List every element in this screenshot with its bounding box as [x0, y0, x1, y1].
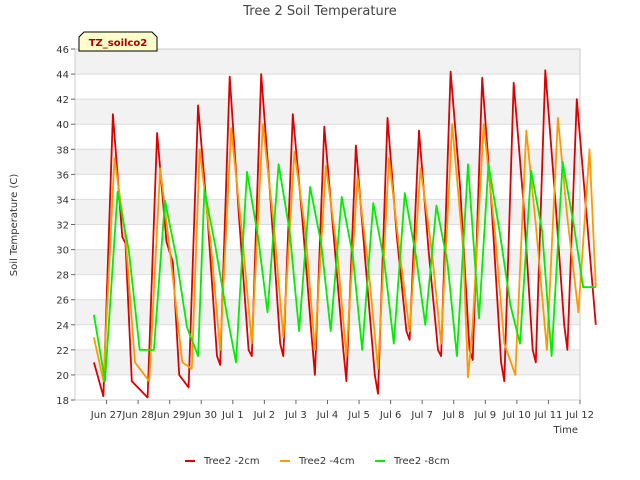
x-tick-label: Jul 3	[284, 410, 307, 421]
y-tick-label: 34	[56, 195, 69, 206]
y-tick-label: 26	[56, 296, 69, 307]
annotation-box: TZ_soilco2	[78, 31, 158, 52]
y-tick-label: 36	[56, 170, 69, 181]
y-tick-label: 20	[56, 371, 69, 382]
series-line	[93, 69, 597, 399]
y-tick-label: 44	[56, 70, 69, 81]
series-layer	[93, 69, 597, 399]
legend-label: Tree2 -8cm	[393, 456, 450, 467]
series-line	[93, 160, 596, 383]
annotation-label: TZ_soilco2	[89, 38, 148, 49]
y-tick-label: 38	[56, 145, 69, 156]
x-axis: Jun 27 Jun 28 Jun 29 Jun 30 Jul 1 Jul 2 Jul 3 J…	[90, 400, 594, 421]
x-tick-label: Jun 28	[121, 410, 154, 421]
legend-label: Tree2 -4cm	[298, 456, 355, 467]
x-tick-label: Jul 2	[253, 410, 276, 421]
y-tick-label: 40	[56, 120, 69, 131]
y-tick-label: 30	[56, 246, 69, 257]
x-tick-label: Jul 11	[533, 410, 562, 421]
x-tick-label: Jul 7	[410, 410, 433, 421]
x-axis-label: Time	[553, 425, 578, 436]
x-tick-label: Jun 30	[184, 410, 217, 421]
y-tick-label: 42	[56, 95, 69, 106]
x-tick-label: Jul 12	[565, 410, 594, 421]
y-tick-label: 18	[56, 396, 69, 407]
y-tick-label: 32	[56, 221, 69, 232]
y-tick-label: 46	[56, 45, 69, 56]
y-axis-label: Soil Temperature (C)	[9, 174, 20, 277]
x-tick-label: Jul 9	[474, 410, 497, 421]
x-tick-label: Jun 29	[153, 410, 186, 421]
chart-title: Tree 2 Soil Temperature	[242, 4, 397, 19]
x-tick-label: Jul 1	[221, 410, 244, 421]
legend-label: Tree2 -2cm	[203, 456, 260, 467]
x-tick-label: Jul 8	[442, 410, 465, 421]
x-tick-label: Jun 27	[90, 410, 123, 421]
grid-band	[75, 49, 580, 75]
legend: Tree2 -2cm Tree2 -4cm Tree2 -8cm	[185, 456, 450, 467]
y-tick-label: 22	[56, 346, 69, 357]
y-tick-label: 24	[56, 321, 69, 332]
y-tick-label: 28	[56, 271, 69, 282]
annotation-shape	[78, 31, 158, 52]
y-axis: 18 20 22 24 26 28 30 32 34 36 38 40 42 44 46	[56, 45, 75, 407]
series-line	[93, 117, 597, 383]
x-tick-label: Jul 5	[347, 410, 370, 421]
grid-band	[75, 199, 580, 225]
x-tick-label: Jul 6	[379, 410, 402, 421]
grid-band	[75, 349, 580, 375]
x-tick-label: Jul 4	[316, 410, 339, 421]
x-tick-label: Jul 10	[502, 410, 531, 421]
grid-band	[75, 99, 580, 125]
